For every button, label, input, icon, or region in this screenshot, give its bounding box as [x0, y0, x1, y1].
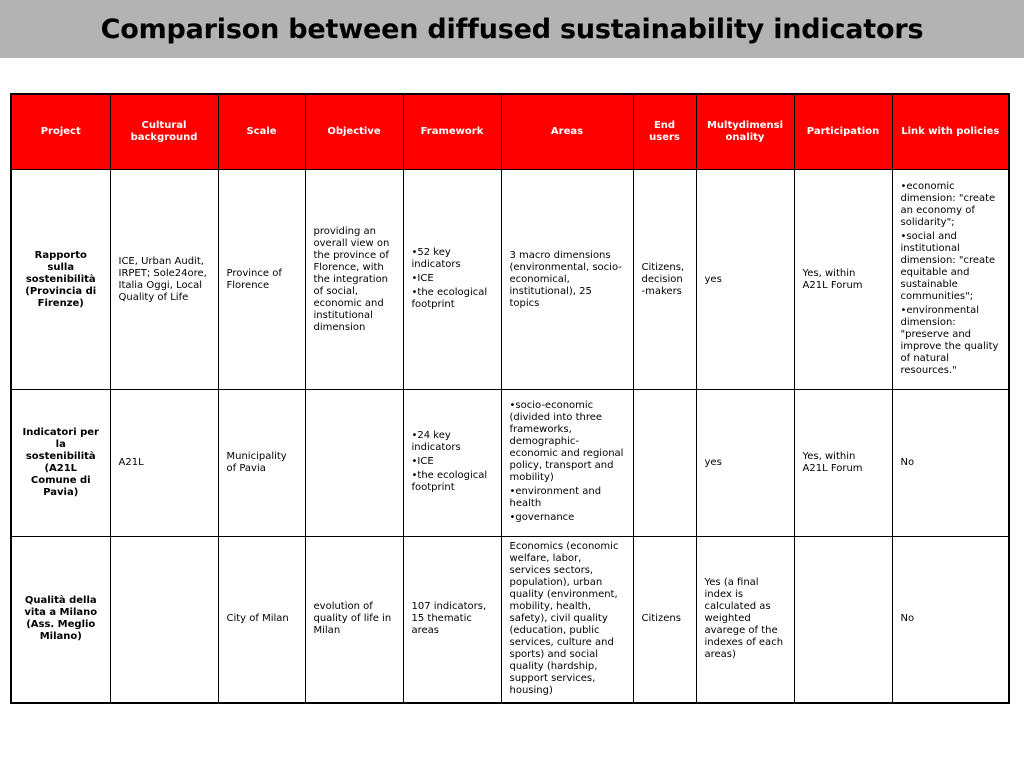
comparison-table: Project Cultural background Scale Object… — [10, 93, 1010, 704]
areas-list: socio-economic (divided into three frame… — [510, 400, 625, 524]
list-item: 24 key indicators — [412, 430, 493, 454]
list-item: 52 key indicators — [412, 247, 493, 271]
cell-project: Rapporto sulla sostenibilità (Provincia … — [10, 169, 111, 390]
cell-objective: evolution of quality of life in Milan — [304, 536, 404, 703]
cell-multidimensionality: yes — [695, 169, 795, 390]
cell-end-users — [632, 389, 697, 537]
header-areas: Areas — [500, 93, 634, 170]
framework-list: 52 key indicators ICE the ecological foo… — [412, 247, 493, 311]
cell-project: Indicatori per la sostenibilità (A21L Co… — [10, 389, 111, 537]
cell-participation — [793, 536, 893, 703]
cell-link-with-policies: No — [891, 536, 1010, 703]
cell-cultural-background — [109, 536, 219, 703]
list-item: socio-economic (divided into three frame… — [510, 400, 625, 484]
header-row: Project Cultural background Scale Object… — [10, 93, 1010, 170]
cell-end-users: Citizens, decision -makers — [632, 169, 697, 390]
cell-cultural-background: A21L — [109, 389, 219, 537]
table-row: Qualità della vita a Milano (Ass. Meglio… — [10, 536, 1010, 703]
header-end-users: End users — [632, 93, 697, 170]
header-objective: Objective — [304, 93, 404, 170]
policy-list: economic dimension: "create an economy o… — [901, 181, 1001, 377]
list-item: ICE — [412, 273, 493, 285]
list-item: economic dimension: "create an economy o… — [901, 181, 1001, 229]
cell-objective: providing an overall view on the provinc… — [304, 169, 404, 390]
cell-framework: 107 indicators, 15 thematic areas — [402, 536, 502, 703]
title-bar: Comparison between diffused sustainabili… — [0, 0, 1024, 58]
cell-multidimensionality: yes — [695, 389, 795, 537]
cell-participation: Yes, within A21L Forum — [793, 389, 893, 537]
header-project: Project — [10, 93, 111, 170]
table-row: Rapporto sulla sostenibilità (Provincia … — [10, 169, 1010, 390]
cell-objective — [304, 389, 404, 537]
cell-multidimensionality: Yes (a final index is calculated as weig… — [695, 536, 795, 703]
list-item: environmental dimension: "preserve and i… — [901, 305, 1001, 377]
header-cultural-background: Cultural background — [109, 93, 219, 170]
cell-link-with-policies: No — [891, 389, 1010, 537]
header-participation: Participation — [793, 93, 893, 170]
cell-scale: Province of Florence — [217, 169, 306, 390]
cell-project: Qualità della vita a Milano (Ass. Meglio… — [10, 536, 111, 703]
cell-end-users: Citizens — [632, 536, 697, 703]
list-item: the ecological footprint — [412, 287, 493, 311]
cell-areas: Economics (economic welfare, labor, serv… — [500, 536, 634, 703]
list-item: ICE — [412, 456, 493, 468]
cell-cultural-background: ICE, Urban Audit, IRPET; Sole24ore, Ital… — [109, 169, 219, 390]
header-multidimensionality: Multydimensi onality — [695, 93, 795, 170]
page-title: Comparison between diffused sustainabili… — [100, 13, 924, 45]
cell-framework: 24 key indicators ICE the ecological foo… — [402, 389, 502, 537]
cell-participation: Yes, within A21L Forum — [793, 169, 893, 390]
cell-link-with-policies: economic dimension: "create an economy o… — [891, 169, 1010, 390]
cell-areas: 3 macro dimensions (environmental, socio… — [500, 169, 634, 390]
list-item: environment and health — [510, 486, 625, 510]
list-item: the ecological footprint — [412, 470, 493, 494]
cell-framework: 52 key indicators ICE the ecological foo… — [402, 169, 502, 390]
list-item: social and institutional dimension: "cre… — [901, 231, 1001, 303]
header-scale: Scale — [217, 93, 306, 170]
cell-scale: Municipality of Pavia — [217, 389, 306, 537]
table-row: Indicatori per la sostenibilità (A21L Co… — [10, 389, 1010, 537]
list-item: governance — [510, 512, 625, 524]
header-framework: Framework — [402, 93, 502, 170]
framework-list: 24 key indicators ICE the ecological foo… — [412, 430, 493, 494]
header-link-with-policies: Link with policies — [891, 93, 1010, 170]
cell-areas: socio-economic (divided into three frame… — [500, 389, 634, 537]
cell-scale: City of Milan — [217, 536, 306, 703]
